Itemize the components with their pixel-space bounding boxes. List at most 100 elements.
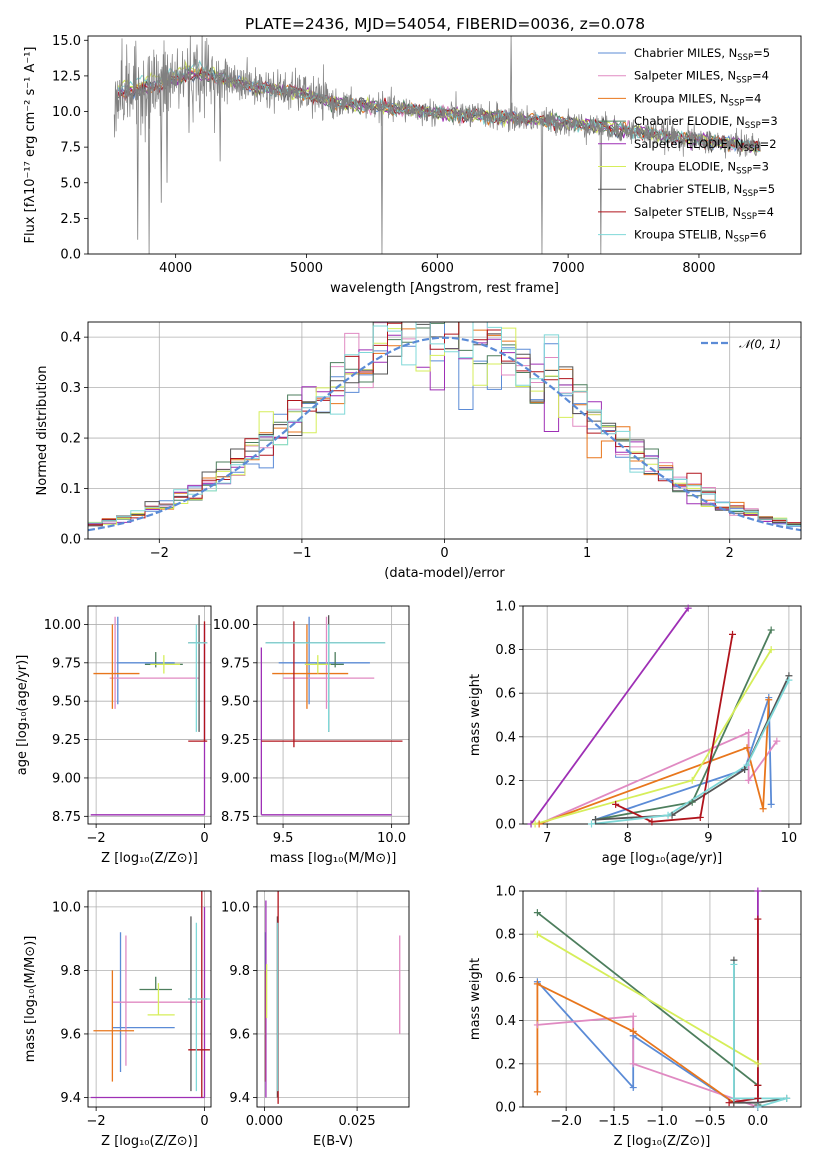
spectral-feature — [187, 74, 191, 133]
y-tick-label: 0.3 — [60, 381, 81, 396]
y-tick-label: 10.0 — [52, 105, 81, 120]
legend-entry: Chabrier ELODIE, NSSP=3 — [634, 114, 778, 131]
x-tick-label: 0.000 — [246, 1114, 283, 1129]
axes-frame — [87, 321, 802, 540]
plot-area — [90, 615, 208, 816]
weight-marker — [754, 1103, 762, 1111]
weight-line — [536, 982, 735, 1104]
x-axis-label: age [log₁₀(age/yr)] — [602, 851, 723, 866]
x-tick-label: 5000 — [290, 261, 323, 276]
y-axis-label: age [log₁₀(age/yr)] — [15, 655, 30, 776]
weight-marker — [754, 1060, 762, 1068]
y-tick-label: 9.00 — [221, 771, 250, 786]
figure-title: PLATE=2436, MJD=54054, FIBERID=0036, z=0… — [245, 15, 645, 33]
legend-entry: Kroupa STELIB, NSSP=6 — [634, 228, 766, 245]
histogram-step — [88, 322, 801, 526]
x-axis-label: Z [log₁₀(Z/Z⊙)] — [101, 1134, 198, 1149]
y-tick-label: 15.0 — [52, 34, 81, 49]
y-tick-label: 10.00 — [213, 618, 250, 633]
weight-marker — [773, 737, 781, 745]
histogram-step — [88, 322, 801, 526]
chart-spectrum: 4000 5000 6000 7000 8000 0.0 2.5 5.0 7.5 10.0 12.5… — [23, 34, 802, 296]
x-tick-label: 0.025 — [338, 1114, 375, 1129]
y-tick-label: 0.2 — [60, 432, 81, 447]
x-tick-label: 7 — [543, 831, 551, 846]
y-tick-label: 10.00 — [44, 618, 81, 633]
y-tick-label: 9.25 — [52, 733, 81, 748]
x-tick-label: −2 — [87, 831, 106, 846]
x-tick-label: −1.5 — [598, 1114, 630, 1129]
spectral-feature — [380, 106, 384, 254]
x-tick-label: 9.5 — [273, 831, 294, 846]
y-tick-label: 9.75 — [52, 656, 81, 671]
x-tick-label: 9 — [704, 831, 712, 846]
x-tick-label: 6000 — [421, 261, 454, 276]
weight-marker — [533, 1021, 541, 1029]
y-tick-label: 0.4 — [495, 730, 516, 745]
weight-marker — [767, 800, 775, 808]
weight-line — [595, 697, 773, 821]
spectral-feature — [540, 120, 544, 254]
weight-marker — [754, 915, 762, 923]
weight-marker — [745, 728, 753, 736]
axes-frame — [87, 890, 212, 1108]
y-tick-label: 0.6 — [495, 971, 516, 986]
y-tick-label: 9.4 — [229, 1091, 250, 1106]
chart-residuals: −2 −1 0 1 2 0.0 0.1 0.2 0.3 0.4 (data-model)/error… — [35, 321, 802, 581]
weight-marker — [754, 1094, 762, 1102]
y-tick-label: 0.2 — [495, 1057, 516, 1072]
y-tick-label: 9.6 — [60, 1027, 81, 1042]
y-tick-label: 12.5 — [52, 69, 81, 84]
weight-marker — [531, 820, 539, 828]
y-tick-label: 5.0 — [60, 176, 81, 191]
plot-area — [530, 607, 790, 824]
x-axis-label: mass [log₁₀(M/M⊙)] — [270, 851, 397, 866]
y-tick-label: 9.50 — [221, 695, 250, 710]
x-tick-label: 0 — [440, 546, 448, 561]
weight-line — [536, 981, 735, 1104]
legend-entry: Kroupa ELODIE, NSSP=3 — [634, 160, 769, 177]
weight-marker — [767, 626, 775, 634]
axes-frame — [522, 890, 802, 1108]
chart-weight-Z: −2.0 −1.5 −1.0 −0.5 0.0 0.0 0.2 0.4 0.6 0.8 1.0 Z [… — [468, 885, 802, 1149]
weight-marker — [765, 696, 773, 704]
y-tick-label: 9.8 — [229, 964, 250, 979]
x-axis-label: Z [log₁₀(Z/Z⊙)] — [101, 851, 198, 866]
x-tick-label: 0.0 — [748, 1114, 769, 1129]
weight-marker — [612, 800, 620, 808]
x-axis-label: wavelength [Angstrom, rest frame] — [330, 281, 559, 296]
weight-marker — [754, 1081, 762, 1089]
x-tick-label: −2 — [150, 546, 169, 561]
weight-marker — [533, 980, 541, 988]
spectral-feature — [136, 89, 139, 240]
weight-line — [595, 629, 773, 821]
y-tick-label: 2.5 — [60, 212, 81, 227]
chart-weight-age: 7 8 9 10 0.0 0.2 0.4 0.6 0.8 1.0 age [log₁₀(age/yr… — [468, 600, 802, 866]
weight-marker — [592, 816, 600, 824]
weight-marker — [629, 1084, 637, 1092]
y-tick-label: 0.0 — [60, 533, 81, 548]
spectral-feature — [509, 36, 513, 118]
weight-marker — [696, 813, 704, 821]
y-tick-label: 9.75 — [221, 656, 250, 671]
axes-frame — [256, 890, 410, 1108]
weight-marker — [664, 811, 672, 819]
y-tick-label: 0.0 — [60, 248, 81, 263]
chart-age-mass: 9.5 10.0 8.75 9.00 9.25 9.50 9.75 10.00 mass [lo… — [213, 605, 410, 866]
y-tick-label: 9.50 — [52, 695, 81, 710]
y-tick-label: 10.0 — [52, 900, 81, 915]
legend-entry: Kroupa MILES, NSSP=4 — [634, 91, 761, 108]
y-tick-label: 9.00 — [52, 771, 81, 786]
legend-entry: Salpeter STELIB, NSSP=4 — [634, 205, 774, 222]
weight-marker — [684, 604, 692, 612]
chart-mass-EBV: 0.000 0.025 9.4 9.6 9.8 10.0 E(B-V) — [221, 890, 410, 1149]
axes-frame — [522, 605, 802, 825]
y-axis-label: mass [log₁₀(M/M⊙)] — [23, 936, 38, 1063]
x-tick-label: 7000 — [552, 261, 585, 276]
weight-marker — [785, 676, 793, 684]
normal-curve — [88, 336, 801, 532]
weight-line — [530, 607, 689, 824]
data-spectrum-line — [113, 36, 761, 159]
weight-marker — [688, 776, 696, 784]
y-axis-label: Flux [fλ10⁻¹⁷ erg cm⁻² s⁻¹ A⁻¹] — [23, 47, 38, 244]
